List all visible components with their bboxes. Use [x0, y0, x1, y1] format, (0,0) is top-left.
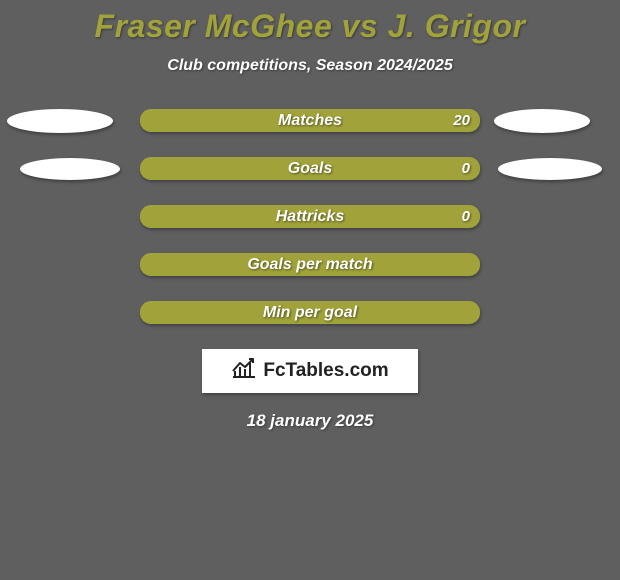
- stat-value: 0: [462, 205, 470, 228]
- date-label: 18 january 2025: [0, 411, 620, 431]
- stat-row: Matches20: [0, 109, 620, 132]
- stat-bar: Hattricks0: [140, 205, 480, 228]
- stat-label: Goals: [140, 157, 480, 180]
- stat-row: Min per goal: [0, 301, 620, 324]
- logo-chart-icon: [231, 357, 257, 385]
- stat-bar: Goals0: [140, 157, 480, 180]
- stat-value: 20: [453, 109, 470, 132]
- logo-text: FcTables.com: [263, 360, 388, 382]
- right-ellipse-icon: [494, 109, 590, 133]
- logo-box: FcTables.com: [202, 349, 418, 393]
- stat-label: Min per goal: [140, 301, 480, 324]
- stat-label: Hattricks: [140, 205, 480, 228]
- stat-label: Goals per match: [140, 253, 480, 276]
- stat-bar: Min per goal: [140, 301, 480, 324]
- stat-bar: Matches20: [140, 109, 480, 132]
- stat-row: Hattricks0: [0, 205, 620, 228]
- stat-row: Goals0: [0, 157, 620, 180]
- left-ellipse-icon: [20, 158, 120, 180]
- stat-row: Goals per match: [0, 253, 620, 276]
- stat-bar: Goals per match: [140, 253, 480, 276]
- subtitle: Club competitions, Season 2024/2025: [0, 57, 620, 75]
- stat-label: Matches: [140, 109, 480, 132]
- comparison-chart: Matches20Goals0Hattricks0Goals per match…: [0, 109, 620, 324]
- left-ellipse-icon: [7, 109, 113, 133]
- infographic-canvas: Fraser McGhee vs J. Grigor Club competit…: [0, 0, 620, 580]
- page-title: Fraser McGhee vs J. Grigor: [0, 0, 620, 45]
- right-ellipse-icon: [498, 158, 602, 180]
- stat-value: 0: [462, 157, 470, 180]
